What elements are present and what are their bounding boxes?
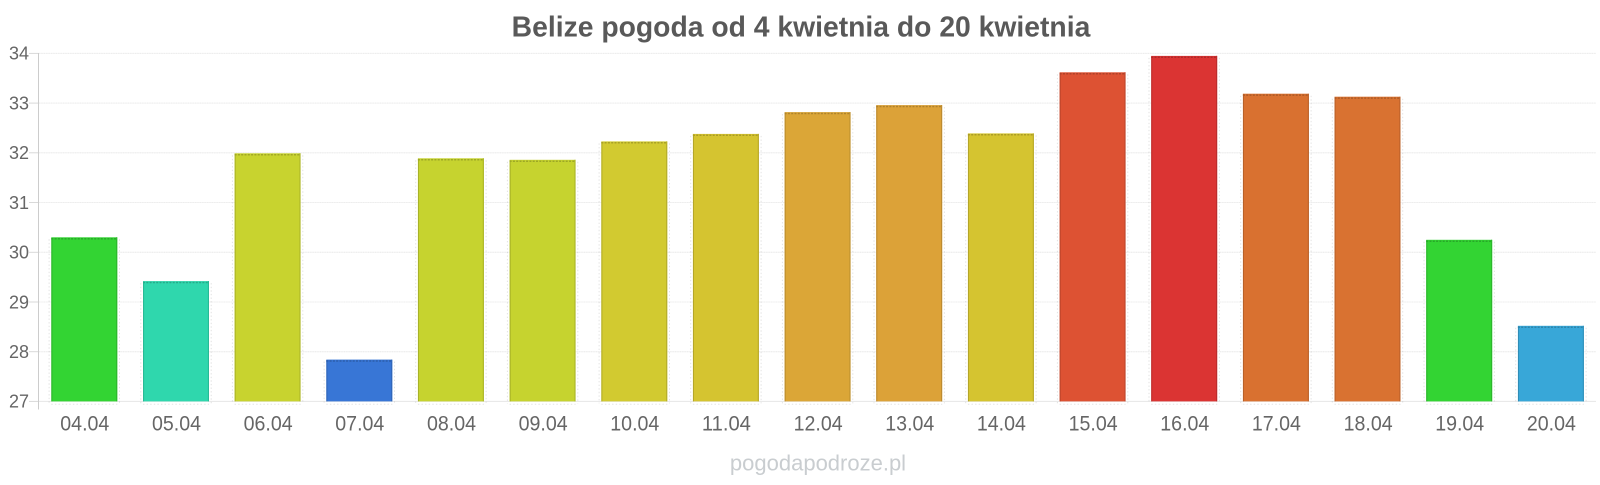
svg-text:20.04: 20.04: [1527, 412, 1576, 436]
svg-text:10.04: 10.04: [610, 412, 659, 436]
svg-text:07.04: 07.04: [335, 412, 384, 436]
svg-text:33: 33: [9, 93, 29, 113]
svg-text:14.04: 14.04: [977, 412, 1026, 436]
svg-text:18.04: 18.04: [1344, 412, 1393, 436]
svg-text:09.04: 09.04: [519, 412, 568, 436]
svg-text:28: 28: [9, 342, 29, 362]
svg-text:06.04: 06.04: [244, 412, 293, 436]
svg-text:Belize pogoda od 4 kwietnia do: Belize pogoda od 4 kwietnia do 20 kwietn…: [512, 11, 1091, 43]
svg-text:05.04: 05.04: [152, 412, 201, 436]
svg-text:30: 30: [9, 243, 29, 263]
svg-text:16.04: 16.04: [1160, 412, 1209, 436]
svg-text:31: 31: [9, 193, 29, 213]
svg-text:15.04: 15.04: [1069, 412, 1118, 436]
svg-text:34: 34: [9, 44, 29, 64]
svg-text:11.04: 11.04: [702, 412, 751, 436]
svg-text:pogodapodroze.pl: pogodapodroze.pl: [730, 450, 906, 475]
svg-text:04.04: 04.04: [60, 412, 109, 436]
svg-text:08.04: 08.04: [427, 412, 476, 436]
svg-text:17.04: 17.04: [1252, 412, 1301, 436]
svg-text:19.04: 19.04: [1435, 412, 1484, 436]
svg-text:13.04: 13.04: [885, 412, 934, 436]
svg-text:29: 29: [9, 292, 29, 312]
svg-text:12.04: 12.04: [794, 412, 843, 436]
svg-text:32: 32: [9, 143, 29, 163]
svg-text:27: 27: [9, 392, 29, 412]
